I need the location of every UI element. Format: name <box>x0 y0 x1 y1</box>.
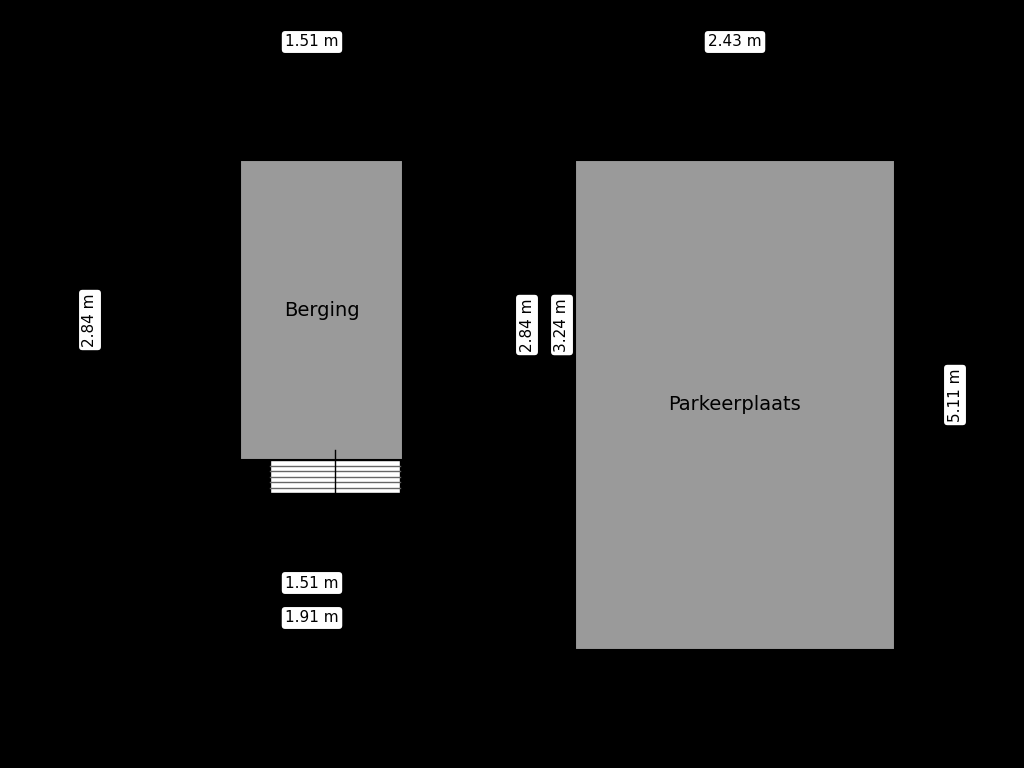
Text: 1.51 m: 1.51 m <box>286 575 339 591</box>
Text: Parkeerplaats: Parkeerplaats <box>669 396 802 415</box>
Text: 1.91 m: 1.91 m <box>286 611 339 625</box>
Text: Berging: Berging <box>284 300 359 319</box>
Text: 1.51 m: 1.51 m <box>286 35 339 49</box>
Bar <box>270 460 400 493</box>
Text: 5.11 m: 5.11 m <box>947 368 963 422</box>
Text: 2.43 m: 2.43 m <box>709 35 762 49</box>
Text: 3.24 m: 3.24 m <box>555 298 569 352</box>
Bar <box>575 160 895 650</box>
Bar <box>240 160 403 460</box>
Text: 2.84 m: 2.84 m <box>519 298 535 352</box>
Text: 2.84 m: 2.84 m <box>83 293 97 346</box>
